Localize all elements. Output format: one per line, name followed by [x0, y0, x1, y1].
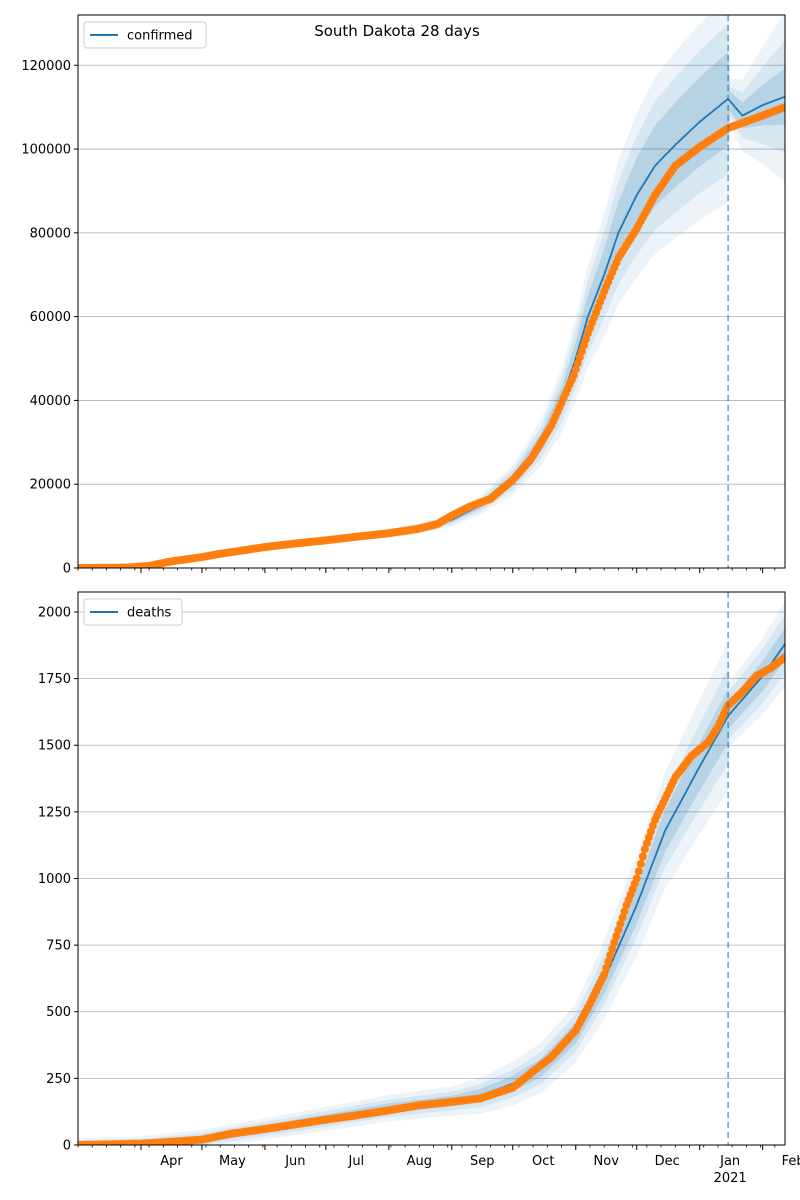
confirmed-uncertainty-band: [78, 51, 785, 568]
y-tick-label: 500: [46, 1005, 71, 1020]
y-tick-label: 1500: [38, 739, 71, 754]
legend-label: confirmed: [127, 29, 193, 44]
deaths-plot-area: [78, 601, 785, 1145]
deaths-uncertainty-band: [78, 601, 785, 1145]
x-tick-label: Oct: [532, 1154, 554, 1169]
deaths-model-line: [78, 643, 785, 1145]
deaths-observed-point: [781, 653, 785, 662]
confirmed-plot-area: [78, 15, 785, 568]
y-tick-label: 0: [63, 1139, 71, 1154]
deaths-observed-point: [638, 852, 647, 861]
y-tick-label: 80000: [30, 226, 71, 241]
y-tick-label: 1000: [38, 872, 71, 887]
deaths-observed-point: [632, 874, 641, 883]
x-year-label: 2021: [714, 1171, 747, 1186]
x-tick-label: Aug: [407, 1154, 432, 1169]
legend-box: [83, 21, 207, 49]
deaths-observed-point: [616, 919, 625, 928]
y-tick-label: 60000: [30, 310, 71, 325]
deaths-observed-point: [634, 867, 643, 876]
confirmed-observed-series: [78, 103, 785, 568]
deaths-observed-point: [604, 957, 613, 966]
deaths-observed-point: [614, 926, 623, 934]
x-tick-label: May: [219, 1154, 246, 1169]
x-tick-label: Apr: [160, 1154, 183, 1169]
confirmed-uncertainty-band: [78, 15, 785, 568]
x-tick-label: Dec: [655, 1154, 680, 1169]
deaths-observed-point: [608, 944, 617, 953]
axes-frame: [77, 591, 786, 1146]
confirmed-observed-point: [571, 365, 580, 374]
y-tick-label: 20000: [30, 478, 71, 493]
deaths-observed-point: [612, 932, 621, 941]
deaths-uncertainty-band: [78, 614, 785, 1145]
y-tick-label: 120000: [21, 59, 71, 74]
deaths-observed-series: [78, 653, 785, 1145]
y-tick-label: 100000: [21, 143, 71, 158]
deaths-observed-point: [618, 913, 627, 922]
y-tick-label: 750: [46, 939, 71, 954]
confirmed-observed-point: [781, 103, 785, 112]
x-tick-label: Sep: [470, 1154, 495, 1169]
deaths-observed-point: [636, 859, 645, 868]
deaths-legend: deaths: [83, 598, 183, 626]
deaths-uncertainty-band: [78, 628, 785, 1145]
confirmed-uncertainty-band: [78, 23, 785, 568]
y-tick-label: 1750: [38, 672, 71, 687]
legend-box: [83, 598, 183, 626]
deaths-observed-point: [606, 951, 615, 960]
y-tick-label: 40000: [30, 394, 71, 409]
x-tick-label: Jun: [284, 1154, 305, 1169]
y-tick-label: 0: [63, 562, 71, 577]
deaths-panel: 0 250 500 750 1000 1250 1500 1750 2000 deaths: [38, 591, 786, 1154]
y-tick-label: 250: [46, 1072, 71, 1087]
deaths-observed-point: [620, 907, 629, 916]
x-tick-label: Nov: [594, 1154, 620, 1169]
axes-frame: [77, 14, 786, 569]
x-tick-label: Jan: [719, 1154, 740, 1169]
deaths-observed-point: [600, 970, 609, 979]
chart-title: South Dakota 28 days: [314, 22, 480, 40]
confirmed-legend: confirmed: [83, 21, 207, 49]
x-tick-label: Jul: [347, 1154, 364, 1169]
x-tick-label: Feb: [782, 1154, 800, 1169]
deaths-observed-point: [610, 938, 619, 947]
deaths-observed-point: [602, 964, 611, 972]
y-tick-label: 2000: [38, 605, 71, 620]
x-axis-ticks: Apr May Jun Jul Aug Sep Oct Nov Dec Jan Feb 2021: [160, 1154, 800, 1186]
legend-label: deaths: [127, 606, 172, 621]
confirmed-panel: 0 20000 40000 60000 80000 100000 120000 confirm…: [21, 14, 786, 577]
y-tick-label: 1250: [38, 805, 71, 820]
